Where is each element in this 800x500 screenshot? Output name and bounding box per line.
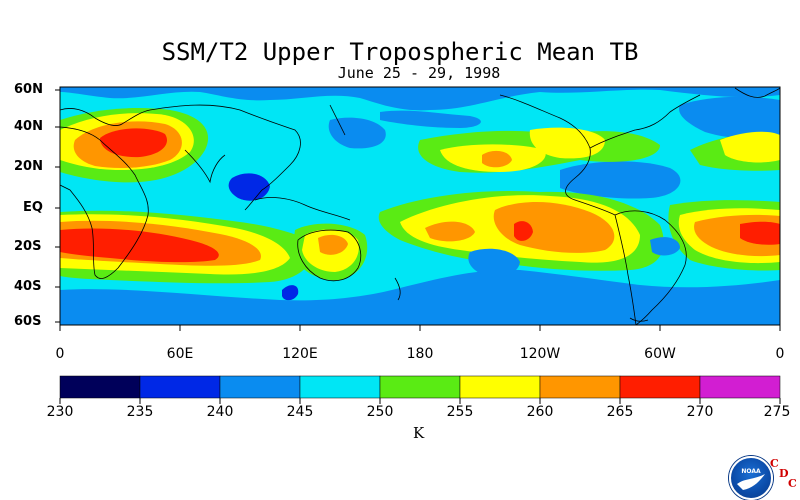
- field-red-asia: [100, 128, 168, 158]
- lat-label-20s: 20S: [14, 239, 42, 254]
- field-npacific-blue: [328, 117, 386, 149]
- colorbar: [59, 375, 781, 399]
- noaa-bird-icon: [737, 474, 765, 490]
- coast-namerica: [499, 94, 616, 216]
- cdc-letter-c2: C: [788, 477, 797, 490]
- colorbar-ticks: [59, 398, 781, 404]
- lat-label-20n: 20N: [14, 159, 43, 174]
- lon-ticks: [59, 325, 781, 331]
- colorbar-swatch-6: [539, 375, 621, 399]
- colorbar-label-275: 275: [763, 404, 791, 420]
- colorbar-label-250: 250: [366, 404, 394, 420]
- colorbar-label-265: 265: [606, 404, 634, 420]
- colorbar-swatch-4: [379, 375, 461, 399]
- coast-india: [184, 149, 226, 184]
- lat-ticks: [55, 89, 60, 323]
- lat-label-60n: 60N: [14, 82, 43, 97]
- lon-label-120w: 120W: [519, 346, 561, 362]
- noaa-logo-text: NOAA: [741, 468, 761, 475]
- colorbar-label-270: 270: [686, 404, 714, 420]
- lat-label-60s: 60S: [14, 314, 42, 329]
- colorbar-label-255: 255: [446, 404, 474, 420]
- coast-seasia: [254, 197, 351, 221]
- coast-samerica: [614, 210, 687, 325]
- temperature-field: [60, 87, 780, 325]
- field-red-south: [60, 228, 219, 263]
- field-red-satl: [740, 221, 780, 245]
- field-yellow-east: [720, 131, 780, 163]
- coast-newzealand: [394, 277, 401, 301]
- field-north-blue-2: [380, 110, 481, 128]
- coast-asia: [149, 104, 301, 211]
- colorbar-label-235: 235: [126, 404, 154, 420]
- coast-africa: [60, 126, 149, 279]
- field-deepblue-south: [282, 285, 299, 301]
- coast-namerica-east: [589, 94, 701, 149]
- field-orange-southpac: [425, 221, 475, 242]
- field-southpac-blue: [468, 248, 520, 278]
- field-red-southpac: [514, 221, 533, 241]
- lat-label-40n: 40N: [14, 119, 43, 134]
- colorbar-swatch-3: [299, 375, 381, 399]
- colorbar-swatch-2: [219, 375, 301, 399]
- colorbar-swatch-7: [619, 375, 701, 399]
- coast-australia: [297, 229, 362, 282]
- coast-samerica-west: [614, 214, 637, 325]
- lon-label-180: 180: [406, 346, 434, 362]
- coast-greenland: [734, 87, 780, 98]
- colorbar-label-230: 230: [46, 404, 74, 420]
- field-yellow-natl: [529, 127, 605, 159]
- lon-label-0-right: 0: [775, 346, 785, 362]
- coastlines: [60, 87, 780, 325]
- colorbar-label-240: 240: [206, 404, 234, 420]
- colorbar-label-260: 260: [526, 404, 554, 420]
- coast-europe: [60, 108, 151, 126]
- coast-japan: [329, 104, 346, 136]
- colorbar-swatch-5: [459, 375, 541, 399]
- coast-antarctic-peninsula: [629, 317, 649, 322]
- map-title: SSM/T2 Upper Tropospheric Mean TB: [161, 38, 639, 66]
- noaa-logo: NOAA: [729, 456, 773, 500]
- field-south-blue: [60, 269, 780, 325]
- field-south-blue-2: [650, 237, 680, 256]
- colorbar-label-245: 245: [286, 404, 314, 420]
- cdc-letter-d: D: [779, 467, 789, 480]
- field-northeast-blue: [679, 96, 780, 139]
- lon-label-0-left: 0: [55, 346, 65, 362]
- lat-label-eq: EQ: [23, 200, 43, 215]
- colorbar-swatch-8: [699, 375, 781, 399]
- field-north-blue: [60, 87, 780, 111]
- field-natlantic-blue: [560, 161, 681, 199]
- field-orange-pacific: [482, 150, 512, 168]
- cdc-letter-c1: C: [770, 457, 779, 470]
- lon-label-60w: 60W: [644, 346, 676, 362]
- colorbar-unit: K: [413, 424, 425, 442]
- lon-label-60e: 60E: [166, 346, 194, 362]
- field-orange-aus: [318, 234, 348, 255]
- field-deepblue-indian: [228, 173, 270, 201]
- lat-label-40s: 40S: [14, 279, 42, 294]
- colorbar-swatch-0: [59, 375, 141, 399]
- map-subtitle: June 25 - 29, 1998: [337, 64, 501, 82]
- lon-label-120e: 120E: [282, 346, 318, 362]
- colorbar-swatch-1: [139, 375, 221, 399]
